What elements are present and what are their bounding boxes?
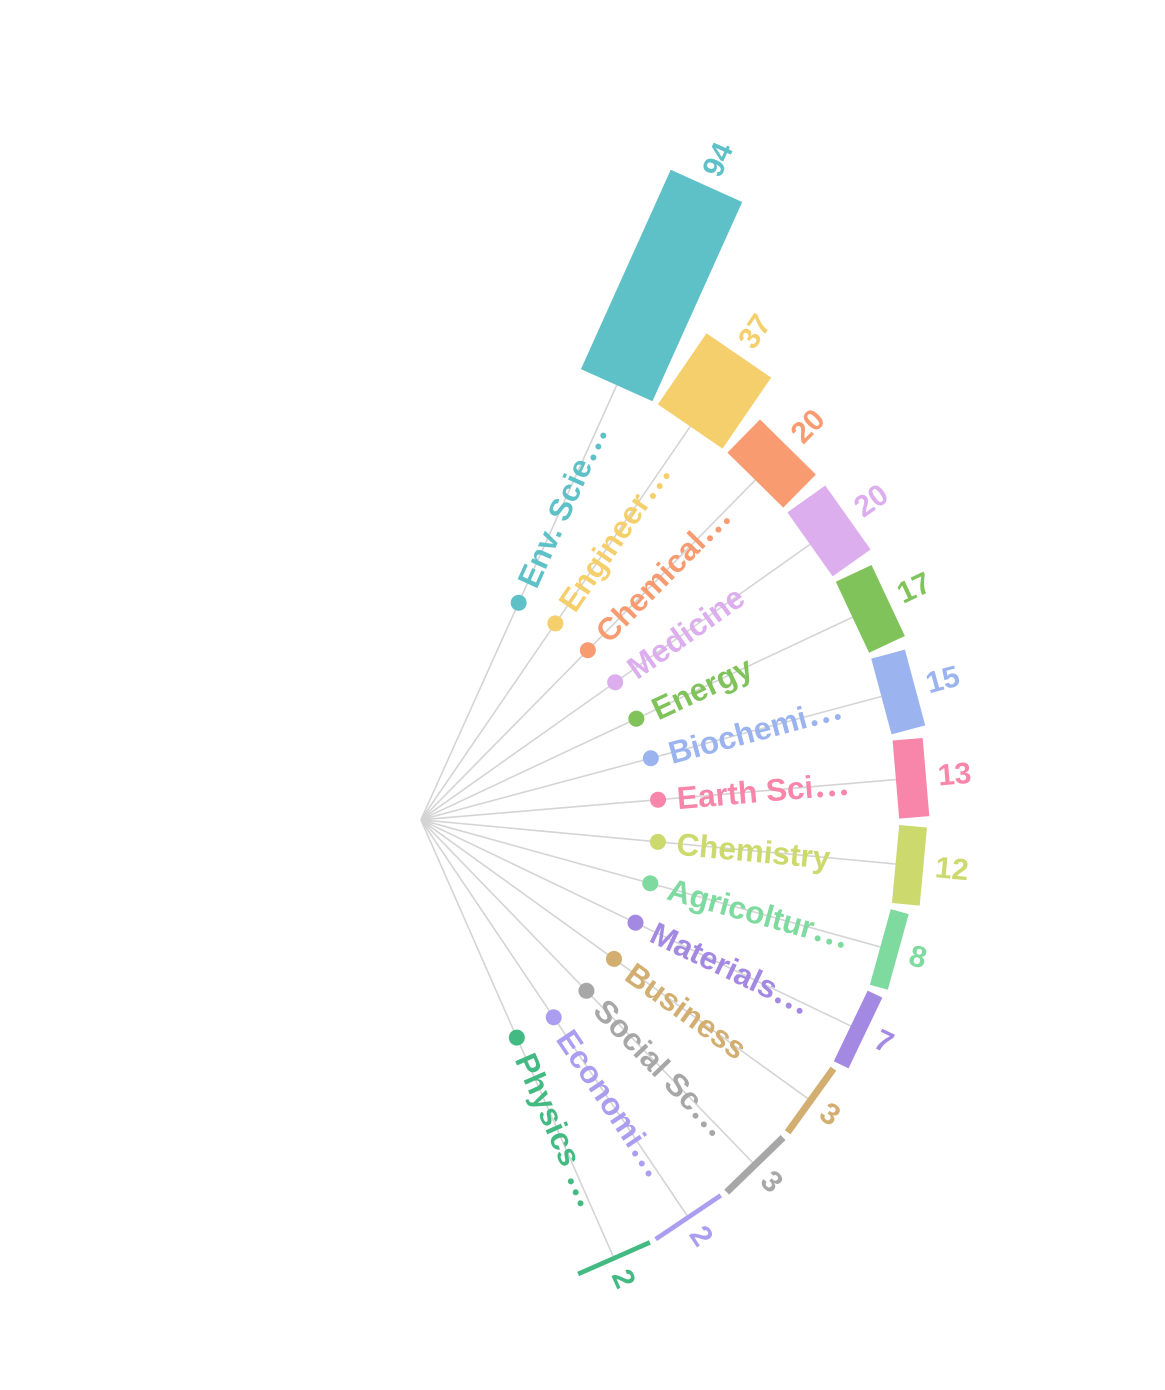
svg-text:12: 12 — [934, 851, 970, 887]
svg-text:13: 13 — [937, 757, 973, 793]
